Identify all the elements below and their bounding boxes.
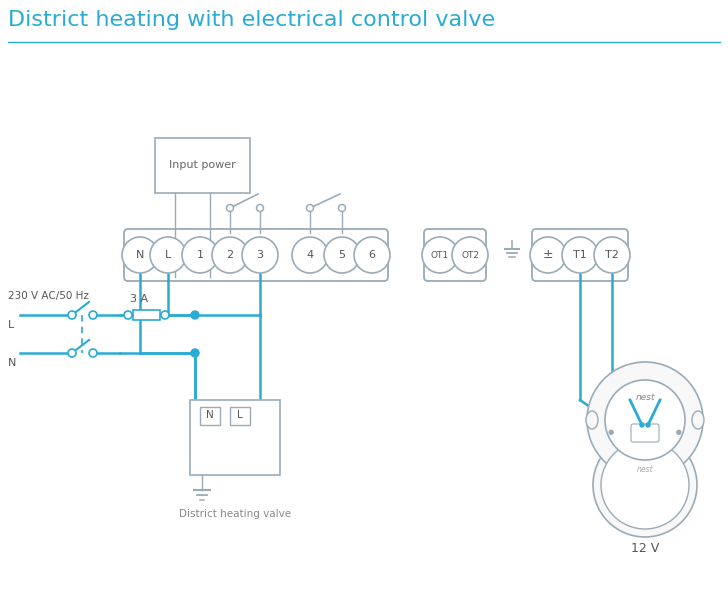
Circle shape [68, 349, 76, 357]
Circle shape [161, 311, 169, 319]
Bar [190, 400, 280, 475]
FancyBboxPatch shape [532, 229, 628, 281]
Circle shape [530, 237, 566, 273]
Text: 3: 3 [256, 250, 264, 260]
Circle shape [324, 237, 360, 273]
Circle shape [593, 433, 697, 537]
Text: OT1: OT1 [431, 251, 449, 260]
Circle shape [191, 349, 199, 357]
Text: 4: 4 [306, 250, 314, 260]
Text: 12 V: 12 V [631, 542, 659, 555]
Circle shape [609, 430, 613, 434]
Circle shape [124, 311, 132, 319]
Circle shape [226, 204, 234, 211]
Circle shape [89, 349, 97, 357]
Circle shape [191, 311, 199, 319]
Text: 6: 6 [368, 250, 376, 260]
Circle shape [122, 237, 158, 273]
Text: 2: 2 [226, 250, 234, 260]
Text: ±: ± [542, 248, 553, 261]
FancyBboxPatch shape [124, 229, 388, 281]
Text: OT2: OT2 [461, 251, 479, 260]
Text: District heating valve: District heating valve [179, 509, 291, 519]
Circle shape [646, 423, 650, 427]
Text: 1: 1 [197, 250, 204, 260]
Circle shape [89, 311, 97, 319]
Text: L: L [8, 320, 15, 330]
Text: L: L [165, 250, 171, 260]
Circle shape [605, 380, 685, 460]
Ellipse shape [692, 411, 704, 429]
Circle shape [292, 237, 328, 273]
Circle shape [594, 237, 630, 273]
Text: Input power: Input power [169, 160, 236, 170]
Ellipse shape [586, 411, 598, 429]
FancyBboxPatch shape [133, 310, 160, 320]
Text: 5: 5 [339, 250, 346, 260]
Circle shape [339, 204, 346, 211]
Text: N: N [8, 358, 16, 368]
Bar [230, 407, 250, 425]
Circle shape [452, 237, 488, 273]
Text: nest: nest [636, 393, 654, 403]
Text: N: N [206, 410, 214, 420]
FancyBboxPatch shape [155, 138, 250, 193]
Circle shape [212, 237, 248, 273]
Circle shape [306, 204, 314, 211]
Text: T2: T2 [605, 250, 619, 260]
FancyBboxPatch shape [424, 229, 486, 281]
Circle shape [422, 237, 458, 273]
Text: District heating with electrical control valve: District heating with electrical control… [8, 10, 495, 30]
Circle shape [587, 362, 703, 478]
Text: 3 A: 3 A [130, 294, 148, 304]
Circle shape [242, 237, 278, 273]
Text: 230 V AC/50 Hz: 230 V AC/50 Hz [8, 291, 89, 301]
Circle shape [182, 237, 218, 273]
Circle shape [354, 237, 390, 273]
Circle shape [601, 441, 689, 529]
Text: N: N [136, 250, 144, 260]
Circle shape [677, 430, 681, 434]
Circle shape [256, 204, 264, 211]
Text: T1: T1 [573, 250, 587, 260]
Bar [200, 407, 220, 425]
Circle shape [68, 311, 76, 319]
Circle shape [562, 237, 598, 273]
Text: L: L [237, 410, 243, 420]
FancyBboxPatch shape [631, 424, 659, 442]
Text: nest: nest [637, 466, 653, 475]
Circle shape [640, 423, 644, 427]
Circle shape [150, 237, 186, 273]
